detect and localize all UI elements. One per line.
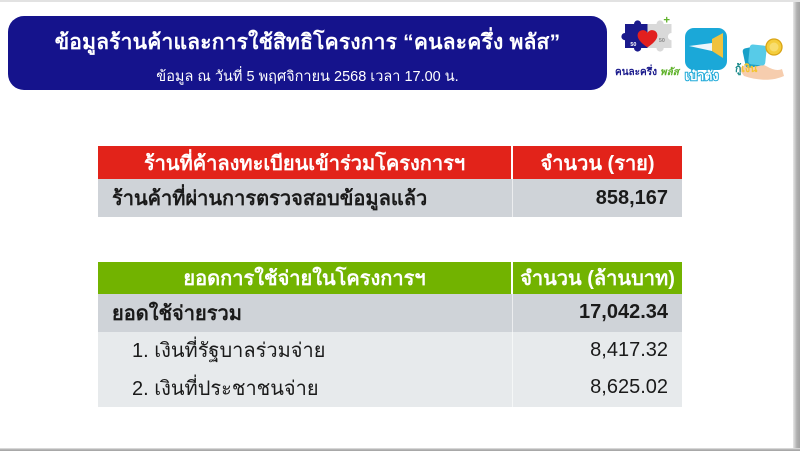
svg-text:คนละครึ่ง: คนละครึ่ง <box>615 64 657 78</box>
svg-text:เป๋าตัง: เป๋าตัง <box>685 69 718 83</box>
svg-text:กู้เงิน: กู้เงิน <box>735 62 758 76</box>
svg-text:50: 50 <box>659 38 665 44</box>
svg-text:+: + <box>663 14 670 26</box>
svg-text:50: 50 <box>630 42 636 48</box>
svg-text:พลัส: พลัส <box>660 66 681 78</box>
